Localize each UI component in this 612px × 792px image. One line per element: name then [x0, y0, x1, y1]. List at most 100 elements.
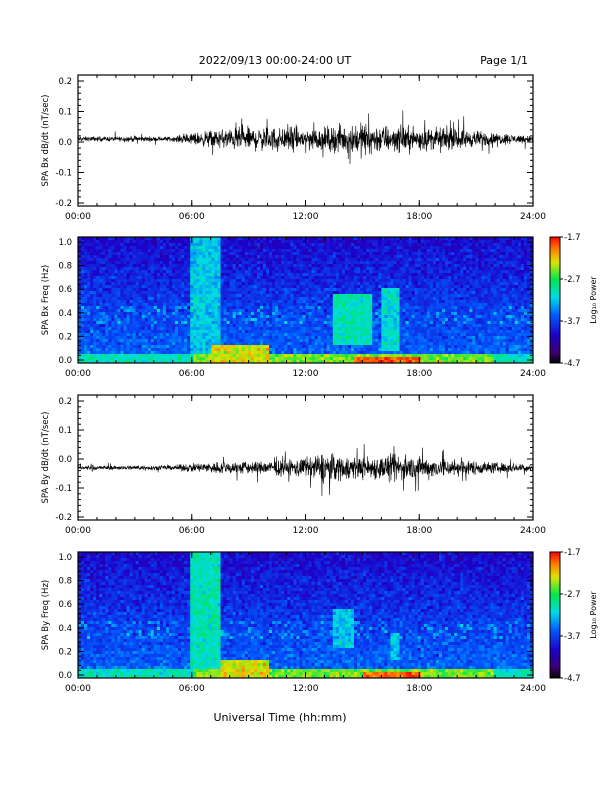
heat-cell [153, 324, 158, 328]
heat-cell [102, 354, 106, 358]
heat-cell [202, 291, 206, 295]
heat-cell [159, 249, 164, 253]
heat-cell [138, 282, 143, 286]
heat-cell [381, 345, 385, 349]
heat-cell [190, 300, 194, 304]
heat-cell [423, 306, 428, 310]
heat-cell [351, 258, 355, 262]
heat-cell [399, 327, 403, 331]
heat-cell [214, 303, 218, 307]
heat-cell [375, 279, 379, 283]
heat-cell [354, 264, 358, 268]
heat-cell [372, 330, 376, 334]
heat-cell [87, 357, 91, 361]
heat-cell [102, 237, 106, 241]
heat-cell [393, 294, 397, 298]
heat-cell [281, 333, 285, 337]
heat-cell [105, 357, 109, 361]
heat-cell [250, 333, 255, 337]
heat-cell [220, 321, 224, 325]
heat-cell [141, 324, 146, 328]
heat-cell [205, 270, 209, 274]
heat-cell [338, 333, 343, 337]
heat-cell [147, 330, 152, 334]
heat-cell [184, 285, 188, 289]
heat-cell [354, 237, 358, 241]
heat-cell [111, 333, 115, 337]
heat-cell [135, 300, 140, 304]
heat-cell [266, 306, 270, 310]
heat-cell [387, 249, 391, 253]
heat-cell [275, 264, 279, 268]
heat-cell [320, 339, 325, 343]
heat-cell [172, 288, 176, 292]
heat-cell [290, 315, 294, 319]
heat-cell [193, 315, 197, 319]
heat-cell [411, 294, 416, 298]
heat-cell [184, 351, 188, 355]
heat-cell [344, 342, 349, 346]
heat-cell [360, 345, 364, 349]
heat-cell [363, 306, 367, 310]
heat-cell [357, 360, 361, 364]
heat-cell [263, 264, 267, 268]
heat-cell [375, 297, 379, 301]
heat-cell [165, 270, 170, 274]
heat-cell [253, 348, 258, 352]
heat-cell [208, 336, 212, 340]
heat-cell [360, 264, 364, 268]
heat-cell [172, 285, 176, 289]
heat-cell [78, 345, 82, 349]
heat-cell [293, 255, 297, 259]
heat-cell [393, 327, 397, 331]
heat-cell [344, 285, 349, 289]
figure-title: 2022/09/13 00:00-24:00 UT [199, 54, 352, 67]
heat-cell [269, 339, 273, 343]
heat-cell [135, 249, 140, 253]
heat-cell [332, 246, 337, 250]
heat-cell [305, 318, 309, 322]
heat-cell [317, 276, 322, 280]
heat-cell [114, 315, 118, 319]
heat-cell [196, 297, 200, 301]
heat-cell [332, 327, 337, 331]
heat-cell [332, 240, 337, 244]
heat-cell [241, 315, 246, 319]
heat-cell [287, 264, 291, 268]
heat-cell [326, 345, 331, 349]
heat-cell [126, 267, 130, 271]
heat-cell [263, 258, 267, 262]
heat-cell [308, 333, 312, 337]
heat-cell [381, 288, 385, 292]
heat-cell [226, 246, 231, 250]
heat-cell [381, 357, 385, 361]
heat-cell [214, 333, 218, 337]
heat-cell [126, 285, 130, 289]
heat-cell [99, 327, 103, 331]
heat-cell [129, 252, 133, 256]
heat-cell [120, 345, 124, 349]
heat-cell [205, 297, 209, 301]
heat-cell [181, 264, 185, 268]
heat-cell [208, 315, 212, 319]
heat-cell [278, 273, 282, 277]
heat-cell [153, 321, 158, 325]
heat-cell [299, 273, 303, 277]
heat-cell [99, 276, 103, 280]
heat-cell [320, 342, 325, 346]
heat-cell [178, 267, 182, 271]
heat-cell [138, 345, 143, 349]
heat-cell [417, 333, 422, 337]
heat-cell [165, 267, 170, 271]
heat-cell [299, 243, 303, 247]
heat-cell [156, 252, 161, 256]
heat-cell [308, 294, 312, 298]
heat-cell [114, 354, 118, 358]
heat-cell [147, 246, 152, 250]
heat-cell [202, 333, 206, 337]
heat-cell [226, 333, 231, 337]
heat-cell [217, 321, 221, 325]
heat-cell [208, 306, 212, 310]
heat-cell [78, 261, 82, 265]
heat-cell [232, 270, 237, 274]
